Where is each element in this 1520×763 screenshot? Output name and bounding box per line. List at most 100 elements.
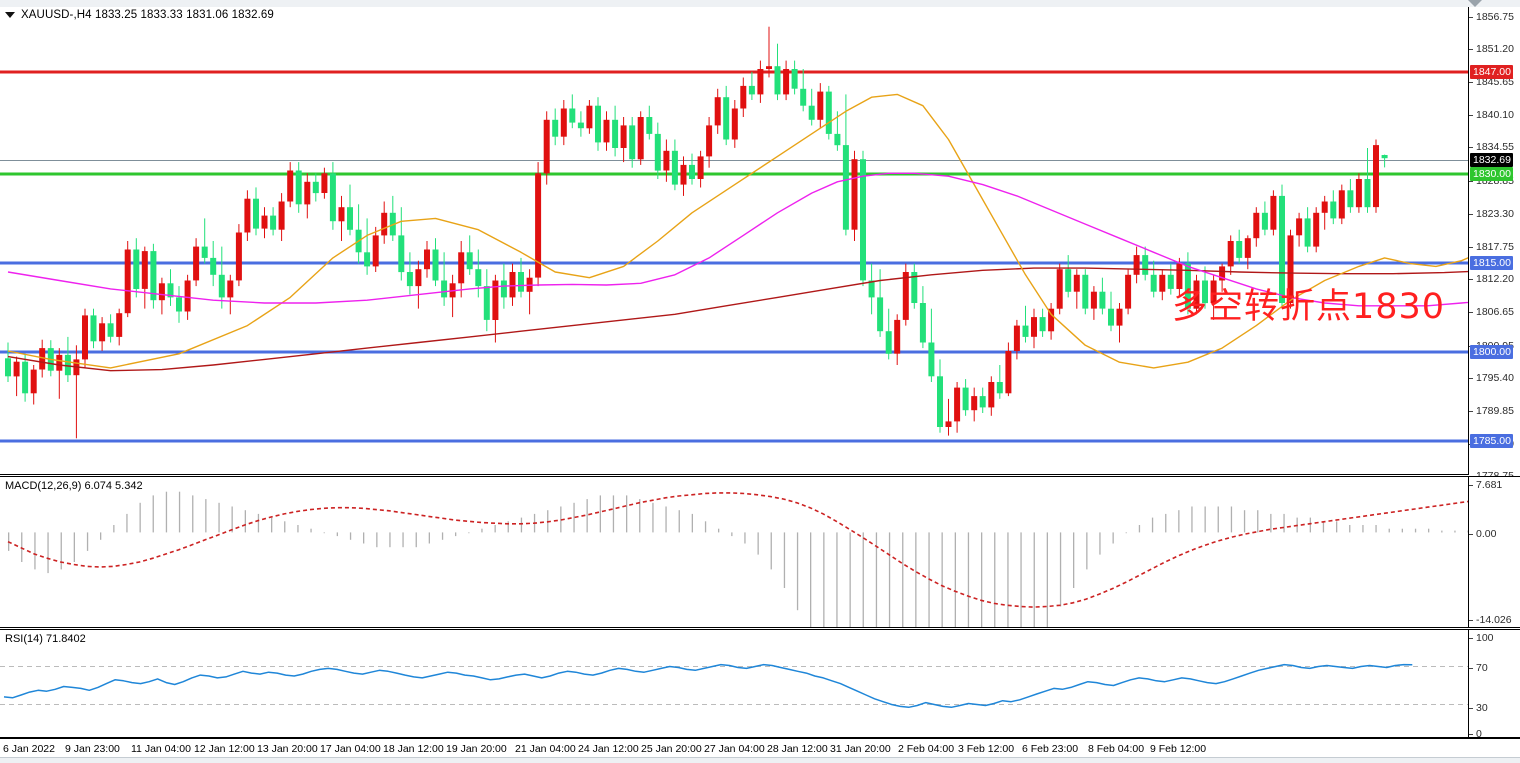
hline-support[interactable] (0, 439, 1468, 443)
candle-body (466, 252, 473, 270)
ma-line-mid (7, 172, 1468, 307)
candle-body (1313, 212, 1320, 247)
macd-plot-area[interactable] (0, 477, 1468, 627)
macd-pane[interactable]: MACD(12,26,9) 6.074 5.342 (0, 476, 1468, 628)
candle-body (731, 108, 738, 140)
macd-bar (139, 502, 141, 533)
macd-bar (113, 525, 115, 533)
macd-bar (336, 532, 338, 537)
macd-bar (468, 532, 470, 534)
price-tag-last-price[interactable]: 1832.69 (1470, 153, 1513, 167)
candle-body (834, 133, 841, 146)
macd-bar (849, 532, 851, 627)
candle-body (1193, 280, 1200, 309)
macd-bar (363, 532, 365, 544)
rsi-axis[interactable]: 100 70 30 0 (1468, 629, 1520, 740)
candle-body (740, 85, 747, 109)
candle-body (56, 354, 63, 371)
rsi-svg (0, 663, 1468, 709)
rsi-pane[interactable]: RSI(14) 71.8402 (0, 629, 1468, 738)
candle-body (141, 251, 148, 289)
candle-body (1073, 274, 1080, 292)
rsi-plot-area[interactable] (0, 630, 1468, 737)
candle-wick (836, 111, 838, 151)
macd-bar (1257, 510, 1259, 533)
price-pane[interactable]: 多空转折点1830 (0, 7, 1468, 475)
time-tick-label: 12 Jan 12:00 (194, 743, 255, 755)
candle-body (304, 181, 311, 205)
price-tick: 1806.65 (1469, 306, 1514, 318)
macd-bar (323, 532, 325, 534)
price-axis[interactable]: 1856.75 1851.20 1845.65 1840.10 1834.55 1828.… (1468, 7, 1520, 482)
candle-body (971, 396, 978, 411)
candle-body (954, 387, 961, 422)
candle-body (560, 108, 567, 137)
scroll-thumb-icon[interactable] (1468, 0, 1482, 7)
hline-pivot[interactable] (0, 172, 1468, 176)
macd-bar (1375, 525, 1377, 533)
candle-body (295, 170, 302, 205)
macd-bar (271, 517, 273, 533)
macd-bar (389, 532, 391, 548)
candle-body (637, 117, 644, 160)
price-tag-resistance[interactable]: 1847.00 (1470, 65, 1513, 79)
macd-bar (862, 532, 864, 627)
macd-bar (402, 532, 404, 548)
price-tag-support[interactable]: 1800.00 (1470, 345, 1513, 359)
price-tag-support[interactable]: 1815.00 (1470, 256, 1513, 270)
candle-body (1184, 263, 1191, 309)
candle-body (1159, 274, 1166, 292)
price-tag-pivot[interactable]: 1830.00 (1470, 167, 1513, 181)
candle-body (1116, 308, 1123, 326)
candle-body (235, 232, 242, 281)
macd-bar (731, 532, 733, 537)
candle-body (894, 319, 901, 354)
candle-wick (1025, 305, 1026, 343)
hline-last-price[interactable] (0, 160, 1468, 161)
macd-bar (586, 499, 588, 533)
macd-bar (796, 532, 799, 611)
time-tick-label: 25 Jan 20:00 (641, 743, 702, 755)
candle-body (706, 125, 713, 157)
candle-body (124, 249, 131, 314)
time-tick-label: 28 Jan 12:00 (767, 743, 828, 755)
hline-support[interactable] (0, 350, 1468, 354)
candle-body (979, 396, 986, 408)
candle-body (543, 119, 550, 174)
macd-bar (1178, 510, 1180, 533)
hline-support[interactable] (0, 261, 1468, 265)
macd-bar (718, 528, 720, 533)
time-tick-label: 24 Jan 12:00 (578, 743, 639, 755)
candle-body (1176, 263, 1183, 289)
price-tick: 1789.85 (1469, 405, 1514, 417)
candle-body (629, 125, 636, 160)
candle-body (902, 272, 909, 320)
candle-wick (948, 398, 949, 436)
macd-bar (1243, 510, 1246, 533)
candle-body (1364, 179, 1371, 208)
macd-bar (257, 513, 260, 533)
price-tick: 1845.65 (1469, 76, 1514, 88)
macd-bar (481, 528, 483, 533)
candle-body (218, 274, 225, 298)
chart-annotation[interactable]: 多空转折点1830 (1172, 287, 1446, 327)
macd-bar (612, 495, 615, 533)
macd-bar (704, 521, 707, 533)
candle-body (518, 272, 524, 292)
candle-body (90, 315, 97, 342)
macd-bar (1322, 521, 1325, 533)
candle-body (535, 173, 542, 278)
macd-axis[interactable]: 7.681 0.00 -14.026 (1468, 476, 1520, 628)
chevron-down-icon[interactable] (5, 12, 15, 18)
price-tag-support[interactable]: 1785.00 (1470, 434, 1513, 448)
hline-resistance[interactable] (0, 70, 1468, 74)
candle-body (364, 252, 371, 267)
candle-body (1304, 218, 1311, 247)
candle-body (1167, 274, 1174, 289)
candle-body (928, 342, 935, 377)
price-plot-area[interactable] (0, 7, 1468, 474)
macd-bar (1046, 532, 1048, 627)
candle-body (1013, 325, 1020, 351)
candle-body (671, 150, 678, 185)
candle-body (424, 249, 430, 270)
